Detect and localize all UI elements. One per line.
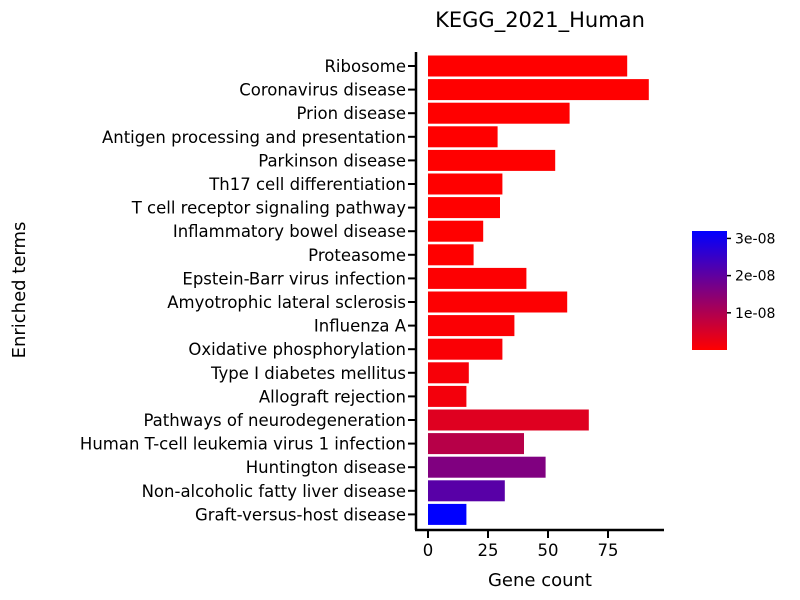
category-label: Ribosome (324, 57, 406, 76)
category-label: T cell receptor signaling pathway (131, 199, 407, 218)
bar (428, 79, 649, 101)
category-label: Non-alcoholic fatty liver disease (142, 482, 406, 501)
bar (428, 197, 500, 219)
bar (428, 220, 484, 242)
colorbar: 1e-08 2e-08 3e-08 (692, 231, 775, 350)
category-label: Antigen processing and presentation (102, 128, 406, 147)
category-label: Parkinson disease (258, 151, 406, 170)
x-axis-title: Gene count (488, 570, 592, 591)
category-label: Graft-versus-host disease (195, 505, 406, 524)
bar (428, 244, 474, 266)
category-label: Proteasome (308, 246, 406, 265)
bar (428, 102, 570, 124)
category-label: Human T-cell leukemia virus 1 infection (80, 435, 406, 454)
bar (428, 503, 467, 525)
bar (428, 456, 546, 478)
category-label: Type I diabetes mellitus (210, 364, 406, 383)
x-tick-label: 25 (478, 541, 499, 560)
bar (428, 126, 498, 148)
x-tick-label: 75 (598, 541, 619, 560)
bar (428, 409, 589, 431)
category-label: Epstein-Barr virus infection (182, 269, 406, 288)
category-label: Inflammatory bowel disease (173, 222, 406, 241)
category-label: Amyotrophic lateral sclerosis (167, 293, 406, 312)
category-label: Allograft rejection (259, 387, 406, 406)
bar (428, 291, 568, 313)
category-label: Coronavirus disease (239, 81, 406, 100)
bar (428, 315, 515, 337)
bar (428, 267, 527, 289)
bar (428, 338, 503, 360)
category-label: Th17 cell differentiation (208, 175, 406, 194)
category-label: Huntington disease (246, 458, 406, 477)
category-label: Oxidative phosphorylation (188, 340, 406, 359)
x-tick-label: 0 (423, 541, 434, 560)
bar (428, 385, 467, 407)
category-label: Pathways of neurodegeneration (143, 411, 406, 430)
bar (428, 55, 628, 77)
category-label: Prion disease (297, 104, 407, 123)
category-labels-group: Ribosome Coronavirus disease Prion disease… (80, 57, 416, 524)
x-tick-label: 50 (538, 541, 559, 560)
colorbar-tick-label: 1e-08 (735, 306, 775, 322)
colorbar-tick-label: 2e-08 (735, 269, 775, 285)
bar (428, 433, 524, 455)
bars-group (428, 55, 649, 525)
colorbar-tick-label: 3e-08 (735, 231, 775, 247)
category-label: Influenza A (314, 317, 407, 336)
x-axis: 0 25 50 75 (423, 530, 619, 560)
bar (428, 173, 503, 195)
bar (428, 480, 505, 502)
bar (428, 362, 469, 384)
chart-title: KEGG_2021_Human (435, 8, 645, 33)
bar (428, 149, 556, 171)
y-axis-title: Enriched terms (9, 222, 30, 359)
colorbar-gradient (692, 231, 727, 350)
